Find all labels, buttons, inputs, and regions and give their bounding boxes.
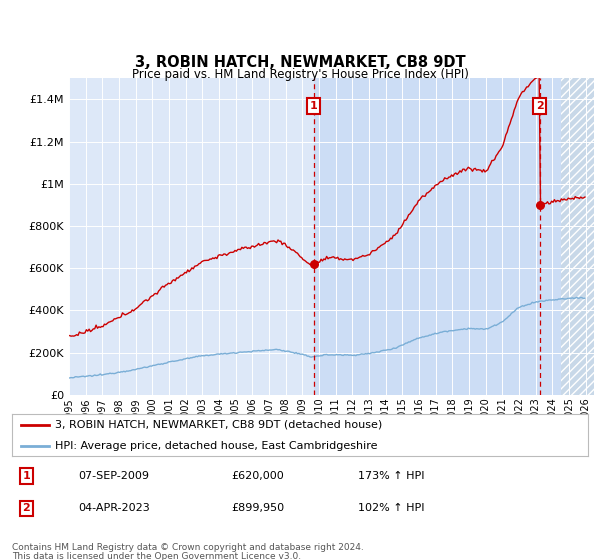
Text: 1: 1 [23, 471, 30, 481]
Text: Price paid vs. HM Land Registry's House Price Index (HPI): Price paid vs. HM Land Registry's House … [131, 68, 469, 81]
Text: 102% ↑ HPI: 102% ↑ HPI [358, 503, 424, 514]
Bar [560, 78, 594, 395]
Text: Contains HM Land Registry data © Crown copyright and database right 2024.: Contains HM Land Registry data © Crown c… [12, 543, 364, 552]
Text: 04-APR-2023: 04-APR-2023 [78, 503, 150, 514]
Bar [314, 78, 569, 395]
Text: £899,950: £899,950 [231, 503, 284, 514]
Text: 07-SEP-2009: 07-SEP-2009 [78, 471, 149, 481]
Text: 2: 2 [23, 503, 30, 514]
Text: 173% ↑ HPI: 173% ↑ HPI [358, 471, 424, 481]
Text: 2: 2 [536, 101, 544, 111]
Text: HPI: Average price, detached house, East Cambridgeshire: HPI: Average price, detached house, East… [55, 441, 378, 451]
Point [535, 200, 545, 209]
Text: 1: 1 [310, 101, 317, 111]
Text: 3, ROBIN HATCH, NEWMARKET, CB8 9DT (detached house): 3, ROBIN HATCH, NEWMARKET, CB8 9DT (deta… [55, 420, 382, 430]
Point [309, 259, 319, 268]
Text: £620,000: £620,000 [231, 471, 284, 481]
Bar [560, 78, 594, 395]
Text: This data is licensed under the Open Government Licence v3.0.: This data is licensed under the Open Gov… [12, 552, 301, 560]
Text: 3, ROBIN HATCH, NEWMARKET, CB8 9DT: 3, ROBIN HATCH, NEWMARKET, CB8 9DT [134, 55, 466, 70]
